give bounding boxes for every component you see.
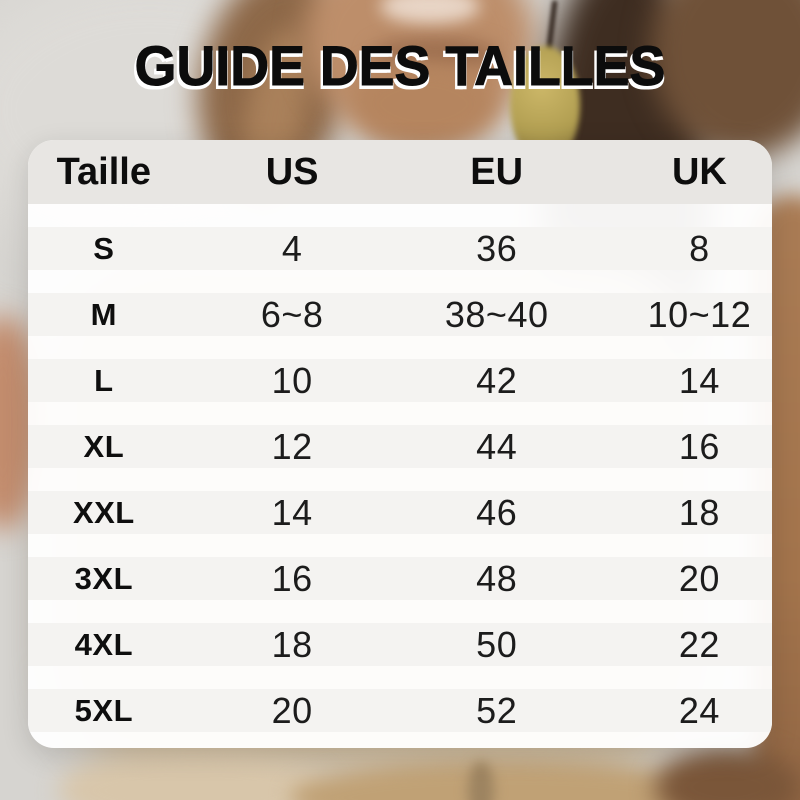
size-label: 3XL [74,561,134,596]
uk-value: 22 [678,623,720,665]
column-header-taille: Taille [56,151,151,193]
size-label: L [94,363,114,398]
page-title: GUIDE DES TAILLES [134,34,666,97]
size-label: 4XL [74,627,134,662]
table-row-xl: XL 12 44 16 [28,425,772,468]
table-row-3xl: 3XL 16 48 20 [28,557,772,600]
size-label: XXL [72,495,135,530]
eu-value: 50 [476,623,518,665]
table-row-xxl: XXL 14 46 18 [28,491,772,534]
table-row-m: M 6~8 38~40 10~12 [28,293,772,336]
table-row-s: S 4 36 8 [28,227,772,270]
table-row-4xl: 4XL 18 50 22 [28,623,772,666]
size-label: XL [83,429,125,464]
size-guide-table: Taille US EU UK S 4 36 8 M 6~8 38~40 10~… [28,140,772,748]
eu-value: 48 [476,557,518,599]
column-header-us: US [265,151,319,193]
us-value: 12 [271,425,313,467]
table-header-row: Taille US EU UK [28,140,772,204]
table-row-5xl: 5XL 20 52 24 [28,689,772,732]
eu-value: 46 [476,491,518,533]
uk-value: 10~12 [647,293,752,335]
size-label: S [93,231,115,266]
eu-value: 44 [476,425,518,467]
eu-value: 36 [476,227,518,269]
uk-value: 16 [678,425,720,467]
eu-value: 52 [476,689,518,731]
us-value: 20 [271,689,313,731]
us-value: 10 [271,359,313,401]
us-value: 18 [271,623,313,665]
size-label: 5XL [74,693,134,728]
uk-value: 24 [678,689,720,731]
column-header-uk: UK [671,151,727,193]
us-value: 14 [271,491,313,533]
uk-value: 14 [678,359,720,401]
uk-value: 18 [678,491,720,533]
uk-value: 8 [689,227,710,269]
column-header-eu: EU [470,151,524,193]
us-value: 16 [271,557,313,599]
uk-value: 20 [678,557,720,599]
eu-value: 42 [476,359,518,401]
eu-value: 38~40 [444,293,549,335]
size-label: M [90,297,117,332]
us-value: 4 [281,227,303,269]
table-row-l: L 10 42 14 [28,359,772,402]
neck-blob [348,58,500,150]
us-value: 6~8 [260,293,324,335]
